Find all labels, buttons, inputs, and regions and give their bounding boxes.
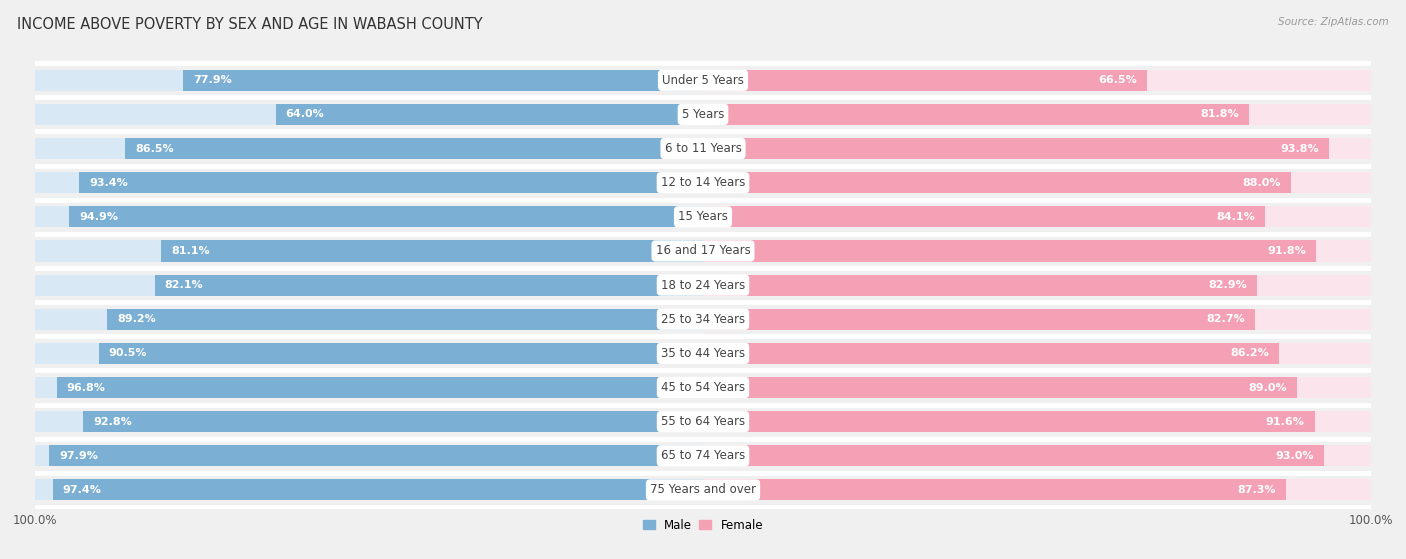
Text: 97.9%: 97.9% xyxy=(59,451,98,461)
Bar xyxy=(125,138,703,159)
Text: 87.3%: 87.3% xyxy=(1237,485,1277,495)
Bar xyxy=(35,411,703,432)
Text: 89.0%: 89.0% xyxy=(1249,382,1288,392)
Bar xyxy=(703,377,1371,398)
Bar xyxy=(35,309,703,330)
Text: 91.6%: 91.6% xyxy=(1265,416,1305,427)
Bar xyxy=(183,70,703,91)
Bar xyxy=(83,411,703,432)
Text: 15 Years: 15 Years xyxy=(678,210,728,223)
Text: 35 to 44 Years: 35 to 44 Years xyxy=(661,347,745,360)
Text: Under 5 Years: Under 5 Years xyxy=(662,74,744,87)
Bar xyxy=(703,343,1278,364)
Bar xyxy=(35,274,703,296)
Text: 84.1%: 84.1% xyxy=(1216,212,1254,222)
Text: 93.0%: 93.0% xyxy=(1275,451,1315,461)
Bar xyxy=(35,377,703,398)
Bar xyxy=(703,479,1371,500)
Bar xyxy=(703,172,1291,193)
Text: 89.2%: 89.2% xyxy=(117,314,156,324)
Bar xyxy=(703,70,1371,91)
Legend: Male, Female: Male, Female xyxy=(638,514,768,536)
Bar xyxy=(69,206,703,228)
Text: 25 to 34 Years: 25 to 34 Years xyxy=(661,312,745,326)
Bar xyxy=(35,172,703,193)
Text: 6 to 11 Years: 6 to 11 Years xyxy=(665,142,741,155)
Bar xyxy=(98,343,703,364)
Text: 86.5%: 86.5% xyxy=(135,144,174,154)
Bar xyxy=(703,309,1371,330)
Text: 77.9%: 77.9% xyxy=(193,75,232,86)
Text: 18 to 24 Years: 18 to 24 Years xyxy=(661,278,745,292)
Bar xyxy=(703,274,1257,296)
Text: 92.8%: 92.8% xyxy=(93,416,132,427)
Text: 75 Years and over: 75 Years and over xyxy=(650,484,756,496)
Bar xyxy=(35,240,703,262)
Bar xyxy=(35,206,703,228)
Bar xyxy=(703,206,1371,228)
Bar xyxy=(703,104,1250,125)
Text: 65 to 74 Years: 65 to 74 Years xyxy=(661,449,745,462)
Text: 45 to 54 Years: 45 to 54 Years xyxy=(661,381,745,394)
Bar xyxy=(35,70,703,91)
Text: Source: ZipAtlas.com: Source: ZipAtlas.com xyxy=(1278,17,1389,27)
Bar xyxy=(52,479,703,500)
Bar xyxy=(49,445,703,466)
Bar xyxy=(703,309,1256,330)
Bar xyxy=(107,309,703,330)
Text: 12 to 14 Years: 12 to 14 Years xyxy=(661,176,745,189)
Bar xyxy=(703,138,1371,159)
Bar xyxy=(35,343,703,364)
Text: 55 to 64 Years: 55 to 64 Years xyxy=(661,415,745,428)
Text: 91.8%: 91.8% xyxy=(1267,246,1306,256)
Text: 90.5%: 90.5% xyxy=(108,348,148,358)
Bar xyxy=(703,411,1315,432)
Bar xyxy=(703,240,1316,262)
Text: 86.2%: 86.2% xyxy=(1230,348,1268,358)
Text: 94.9%: 94.9% xyxy=(79,212,118,222)
Bar xyxy=(703,138,1330,159)
Bar xyxy=(703,240,1371,262)
Text: INCOME ABOVE POVERTY BY SEX AND AGE IN WABASH COUNTY: INCOME ABOVE POVERTY BY SEX AND AGE IN W… xyxy=(17,17,482,32)
Text: 64.0%: 64.0% xyxy=(285,110,325,120)
Bar xyxy=(155,274,703,296)
Text: 82.1%: 82.1% xyxy=(165,280,204,290)
Bar xyxy=(35,138,703,159)
Text: 96.8%: 96.8% xyxy=(66,382,105,392)
Bar xyxy=(35,479,703,500)
Bar xyxy=(162,240,703,262)
Bar xyxy=(703,479,1286,500)
Bar xyxy=(79,172,703,193)
Bar xyxy=(703,104,1371,125)
Bar xyxy=(276,104,703,125)
Text: 82.7%: 82.7% xyxy=(1206,314,1246,324)
Text: 5 Years: 5 Years xyxy=(682,108,724,121)
Bar xyxy=(35,445,703,466)
Bar xyxy=(703,274,1371,296)
Text: 97.4%: 97.4% xyxy=(62,485,101,495)
Bar xyxy=(703,445,1324,466)
Bar xyxy=(703,411,1371,432)
Text: 93.4%: 93.4% xyxy=(89,178,128,188)
Bar xyxy=(35,104,703,125)
Text: 82.9%: 82.9% xyxy=(1208,280,1247,290)
Text: 81.1%: 81.1% xyxy=(172,246,209,256)
Text: 88.0%: 88.0% xyxy=(1241,178,1281,188)
Bar xyxy=(703,445,1371,466)
Bar xyxy=(703,206,1264,228)
Text: 93.8%: 93.8% xyxy=(1281,144,1319,154)
Text: 66.5%: 66.5% xyxy=(1098,75,1137,86)
Bar xyxy=(703,377,1298,398)
Bar xyxy=(703,70,1147,91)
Bar xyxy=(703,172,1371,193)
Text: 81.8%: 81.8% xyxy=(1201,110,1239,120)
Bar xyxy=(703,343,1371,364)
Text: 16 and 17 Years: 16 and 17 Years xyxy=(655,244,751,258)
Bar xyxy=(56,377,703,398)
